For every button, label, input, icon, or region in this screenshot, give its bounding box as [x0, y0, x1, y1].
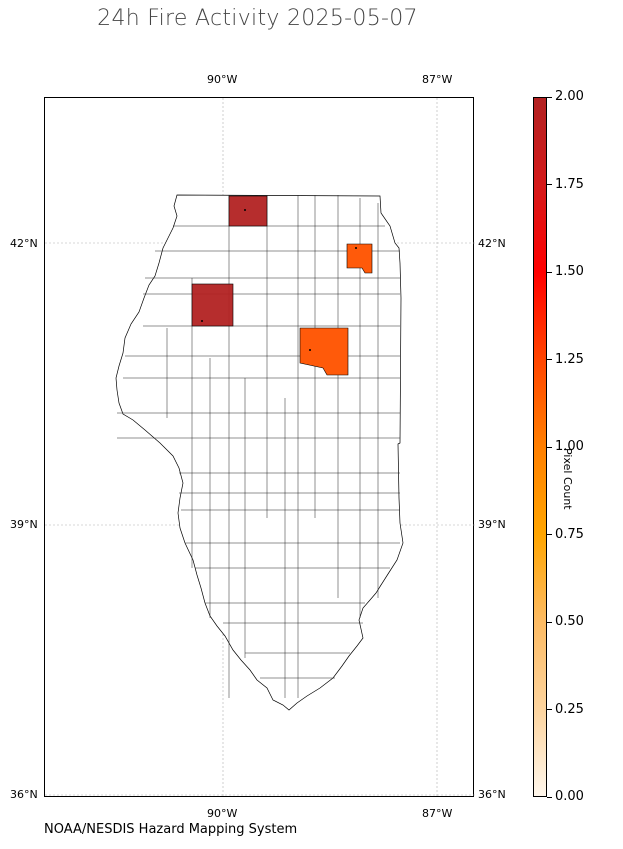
colorbar-tick-label: 0.50 — [555, 614, 584, 629]
fire-point-2 — [201, 320, 203, 322]
colorbar-tick-mark — [547, 96, 552, 98]
left-lat-label-39n: 39°N — [10, 518, 38, 531]
source-label: NOAA/NESDIS Hazard Mapping System — [44, 822, 298, 837]
left-lat-label-36n: 36°N — [10, 788, 38, 801]
fire-county-northwest — [191, 283, 234, 327]
colorbar-tick-mark — [547, 534, 552, 535]
colorbar-label: Pixel Count — [561, 448, 574, 510]
map-area[interactable] — [44, 97, 475, 798]
fire-point-1 — [244, 209, 246, 211]
bottom-lon-label-90w: 90°W — [207, 807, 238, 820]
colorbar-tick-label: 0.00 — [555, 789, 584, 804]
fire-point-3 — [355, 247, 357, 249]
colorbar-tick-mark — [547, 359, 552, 360]
colorbar — [533, 97, 547, 797]
colorbar-tick-mark — [547, 796, 552, 798]
top-lon-label-90w: 90°W — [207, 73, 238, 86]
colorbar-tick-label: 2.00 — [555, 89, 584, 104]
fire-county-north — [228, 195, 268, 227]
colorbar-tick-mark — [547, 446, 552, 448]
fire-point-4 — [309, 349, 311, 351]
colorbar-tick-label: 1.00 — [555, 439, 584, 454]
county-lines — [117, 195, 400, 698]
bottom-lon-label-87w: 87°W — [422, 807, 453, 820]
colorbar-tick-label: 1.75 — [555, 176, 584, 192]
right-lat-label-42n: 42°N — [478, 237, 506, 250]
right-lat-label-39n: 39°N — [478, 518, 506, 531]
left-lat-label-42n: 42°N — [10, 237, 38, 250]
colorbar-tick-mark — [547, 709, 552, 710]
fire-county-northeast — [346, 243, 373, 274]
fire-county-east-central — [299, 327, 349, 376]
colorbar-tick-label: 1.25 — [555, 351, 584, 367]
colorbar-tick-label: 0.75 — [555, 526, 584, 542]
top-lon-label-87w: 87°W — [422, 73, 453, 86]
colorbar-tick-mark — [547, 184, 552, 185]
map-title: 24h Fire Activity 2025-05-07 — [97, 6, 418, 31]
colorbar-tick-label: 1.50 — [555, 264, 584, 279]
colorbar-tick-mark — [547, 621, 552, 623]
colorbar-tick-label: 0.25 — [555, 701, 584, 717]
right-lat-label-36n: 36°N — [478, 788, 506, 801]
colorbar-tick-mark — [547, 271, 552, 273]
map-svg — [45, 98, 475, 798]
